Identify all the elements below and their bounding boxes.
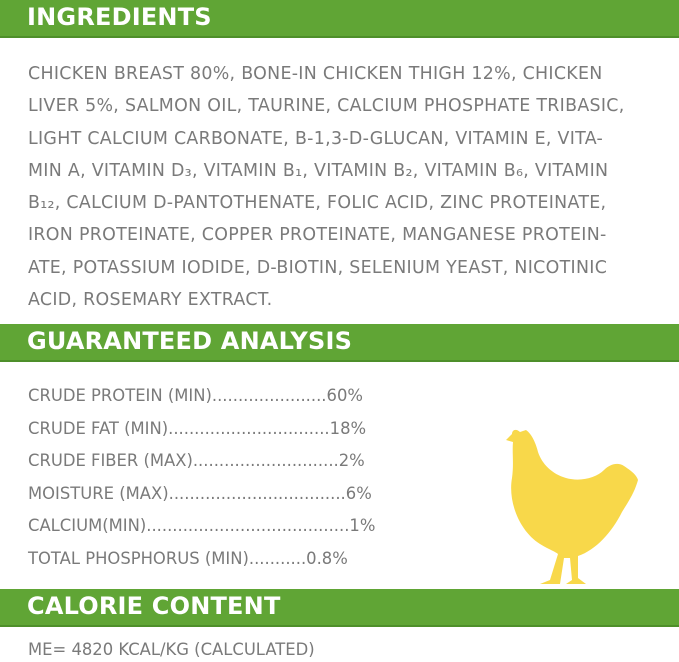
calorie-title: CALORIE CONTENT bbox=[27, 592, 281, 620]
ingredients-text: CHICKEN BREAST 80%, BONE-IN CHICKEN THIG… bbox=[28, 58, 668, 316]
analysis-list: CRUDE PROTEIN (MIN).....................… bbox=[28, 380, 375, 575]
analysis-row: CRUDE FIBER (MAX).......................… bbox=[28, 451, 365, 470]
ingredients-line: IRON PROTEINATE, COPPER PROTEINATE, MANG… bbox=[28, 225, 607, 246]
analysis-row: CRUDE PROTEIN (MIN).....................… bbox=[28, 386, 363, 405]
analysis-header: GUARANTEED ANALYSIS bbox=[0, 324, 679, 362]
calorie-header: CALORIE CONTENT bbox=[0, 589, 679, 627]
ingredients-header: INGREDIENTS bbox=[0, 0, 679, 38]
ingredients-line: MIN A, VITAMIN D₃, VITAMIN B₁, VITAMIN B… bbox=[28, 160, 609, 181]
ingredients-line: ACID, ROSEMARY EXTRACT. bbox=[28, 290, 273, 311]
ingredients-line: LIVER 5%, SALMON OIL, TAURINE, CALCIUM P… bbox=[28, 96, 625, 117]
analysis-row: CRUDE FAT (MIN).........................… bbox=[28, 418, 367, 438]
ingredients-title: INGREDIENTS bbox=[27, 3, 212, 31]
analysis-title: GUARANTEED ANALYSIS bbox=[27, 327, 353, 355]
calorie-value: ME= 4820 KCAL/KG (CALCULATED) bbox=[28, 640, 315, 659]
analysis-row: TOTAL PHOSPHORUS (MIN)...........0.8% bbox=[28, 548, 348, 568]
ingredients-line: B₁₂, CALCIUM D-PANTOTHENATE, FOLIC ACID,… bbox=[28, 193, 607, 214]
chicken-silhouette-icon bbox=[506, 429, 638, 584]
ingredients-line: ATE, POTASSIUM IODIDE, D-BIOTIN, SELENIU… bbox=[28, 257, 608, 278]
analysis-row: CALCIUM(MIN)............................… bbox=[28, 516, 376, 535]
analysis-row: MOISTURE (MAX)..........................… bbox=[28, 483, 372, 503]
ingredients-line: LIGHT CALCIUM CARBONATE, B-1,3-D-GLUCAN,… bbox=[28, 128, 604, 149]
ingredients-line: CHICKEN BREAST 80%, BONE-IN CHICKEN THIG… bbox=[28, 64, 603, 84]
